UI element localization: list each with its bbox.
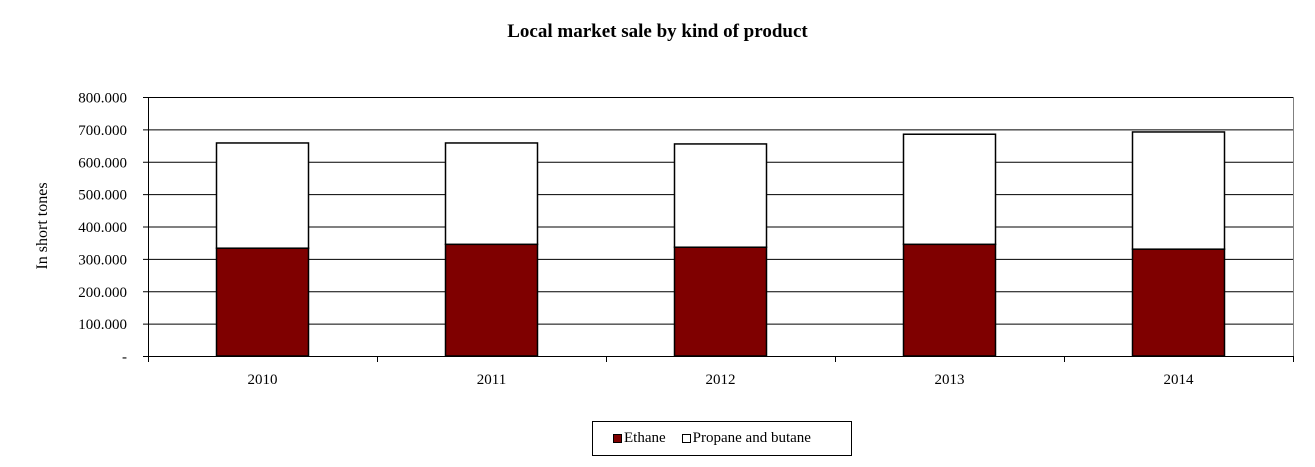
- bar-ethane: [902, 243, 997, 357]
- legend-label: Propane and butane: [692, 430, 811, 446]
- bar-propane-butane: [444, 142, 539, 246]
- bar-propane-butane: [1131, 131, 1226, 250]
- bar-ethane: [673, 246, 768, 357]
- bar-ethane: [1131, 248, 1226, 357]
- y-tick-label: -: [122, 350, 127, 366]
- y-axis-label: In short tones: [34, 182, 51, 269]
- x-tick-label: 2013: [935, 372, 965, 388]
- y-tick-label: 600.000: [78, 155, 127, 171]
- y-tick-label: 700.000: [78, 123, 127, 139]
- x-tick-label: 2012: [706, 372, 736, 388]
- x-tick-label: 2010: [248, 372, 278, 388]
- y-tick-label: 800.000: [78, 91, 127, 107]
- bar-ethane: [444, 243, 539, 357]
- legend-swatch: [613, 434, 622, 443]
- x-tick-label: 2011: [477, 372, 506, 388]
- legend-item: Ethane: [613, 430, 666, 447]
- chart-title: Local market sale by kind of product: [507, 21, 808, 42]
- bar-propane-butane: [902, 133, 997, 246]
- x-tick-label: 2014: [1164, 372, 1195, 388]
- legend-label: Ethane: [624, 430, 666, 446]
- bar-ethane: [215, 247, 310, 357]
- y-tick-label: 100.000: [78, 317, 127, 333]
- y-tick-label: 400.000: [78, 220, 127, 236]
- legend-swatch: [681, 434, 691, 443]
- bar-propane-butane: [673, 143, 768, 248]
- bar-propane-butane: [215, 142, 310, 249]
- y-tick-label: 500.000: [78, 188, 127, 204]
- legend: Ethane Propane and butane: [592, 421, 852, 456]
- y-tick-label: 300.000: [78, 252, 127, 268]
- y-tick-label: 200.000: [78, 285, 127, 301]
- legend-item: Propane and butane: [681, 430, 811, 447]
